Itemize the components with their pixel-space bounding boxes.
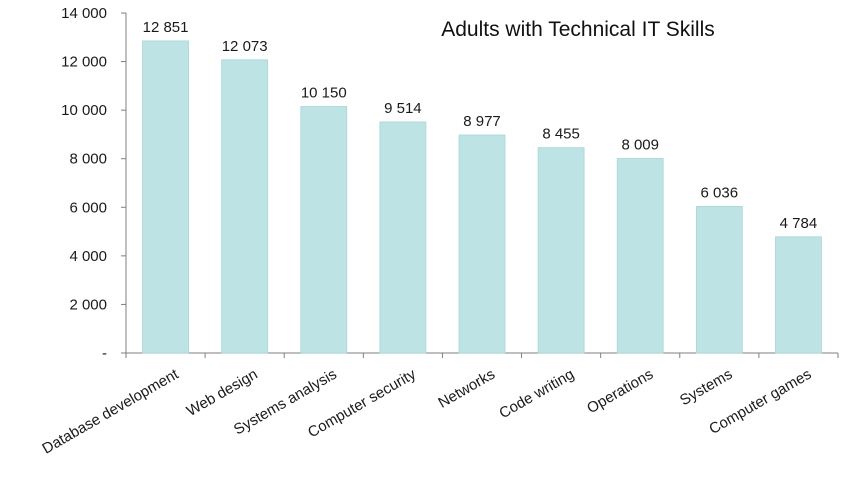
y-tick-label: 6 000	[69, 199, 107, 216]
y-tick-label: 10 000	[61, 102, 107, 119]
bar	[379, 121, 427, 354]
y-tick-label: 4 000	[69, 248, 107, 265]
y-tick-label: 2 000	[69, 296, 107, 313]
data-label: 6 036	[701, 184, 739, 201]
data-label: 8 977	[463, 113, 501, 130]
data-label: 12 073	[222, 38, 268, 55]
x-axis	[125, 352, 839, 358]
y-tick-label: 8 000	[69, 151, 107, 168]
bars	[142, 40, 822, 354]
data-labels: 12 851 12 073 10 150 9 514 8 977 8 455 8 009 6 …	[143, 19, 818, 232]
data-label: 4 784	[780, 215, 818, 232]
bar	[142, 40, 189, 354]
data-label: 12 851	[143, 19, 189, 36]
bar	[537, 147, 585, 354]
y-tick-label: -	[102, 345, 107, 362]
x-tick-label: Code writing	[496, 366, 577, 422]
bar	[458, 134, 506, 354]
y-tick-label: 12 000	[61, 54, 107, 71]
data-label: 8 009	[621, 136, 659, 153]
x-tick-label: Web design	[184, 366, 261, 420]
x-tick-label: Networks	[435, 366, 498, 412]
bar	[775, 236, 822, 354]
bar	[300, 106, 348, 354]
data-label: 9 514	[384, 100, 422, 117]
bar	[221, 59, 269, 354]
x-tick-label: Operations	[584, 366, 656, 417]
bar	[616, 158, 664, 354]
data-label: 10 150	[301, 85, 347, 102]
chart-title: Adults with Technical IT Skills	[441, 18, 715, 41]
y-axis: - 2 000 4 000 6 000 8 000 10 000 12 000 14 000	[61, 5, 127, 362]
y-tick-label: 14 000	[61, 5, 107, 22]
x-tick-label: Systems	[677, 366, 735, 409]
bar	[695, 206, 743, 354]
data-label: 8 455	[542, 126, 580, 143]
x-tick-label: Database development	[39, 365, 182, 457]
